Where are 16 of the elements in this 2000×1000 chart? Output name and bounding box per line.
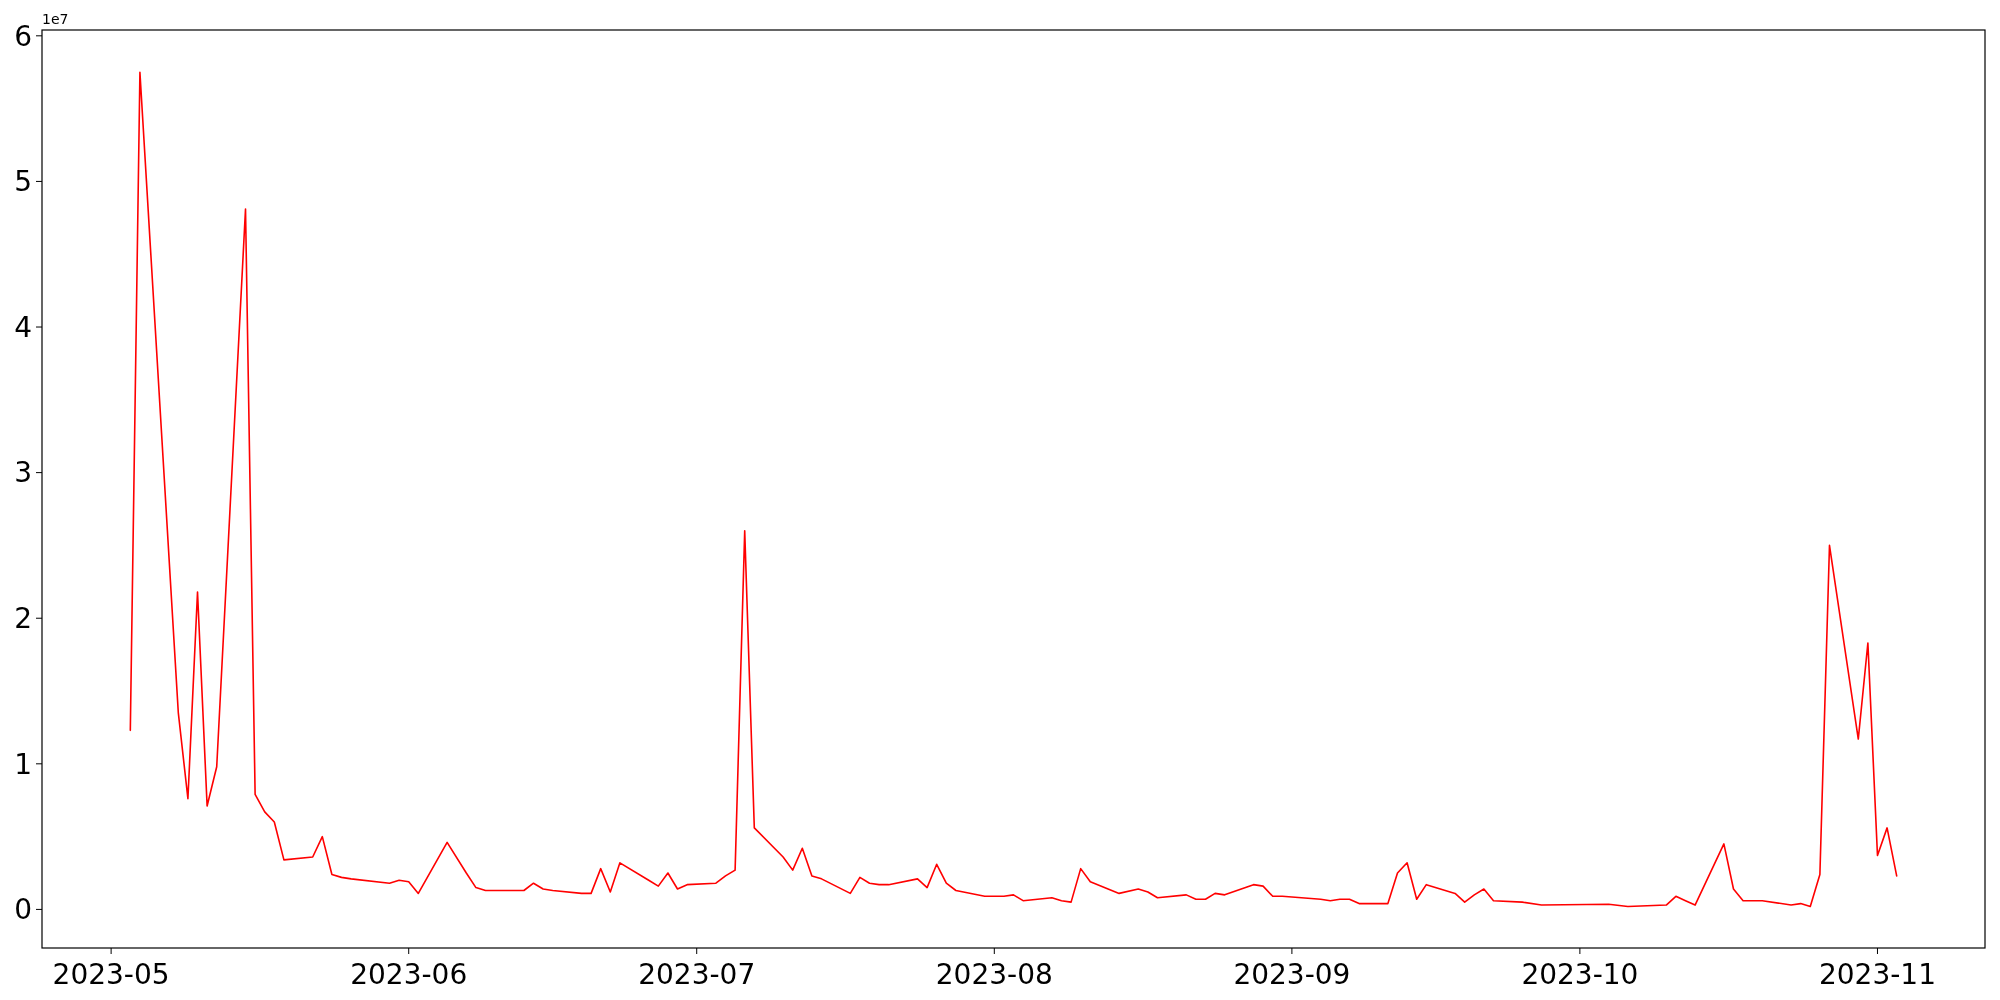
x-tick-label: 2023-11	[1818, 958, 1936, 991]
x-tick-label: 2023-06	[350, 958, 468, 991]
y-tick-label: 1	[14, 747, 32, 781]
y-tick-label: 6	[14, 19, 32, 53]
x-tick-label: 2023-10	[1521, 958, 1639, 991]
text: 1e7	[42, 11, 69, 27]
x-tick-label: 2023-08	[935, 958, 1053, 991]
y-tick-label: 0	[14, 893, 32, 927]
y-tick-label: 4	[14, 310, 32, 344]
line-series	[129, 71, 1898, 908]
x-tick-label: 2023-07	[638, 958, 756, 991]
y-tick-label: 3	[14, 456, 32, 490]
x-tick-label: 2023-09	[1233, 958, 1351, 991]
x-tick-label: 2023-05	[52, 958, 170, 991]
y-tick-label: 5	[14, 165, 32, 199]
y-tick-label: 2	[14, 602, 32, 636]
